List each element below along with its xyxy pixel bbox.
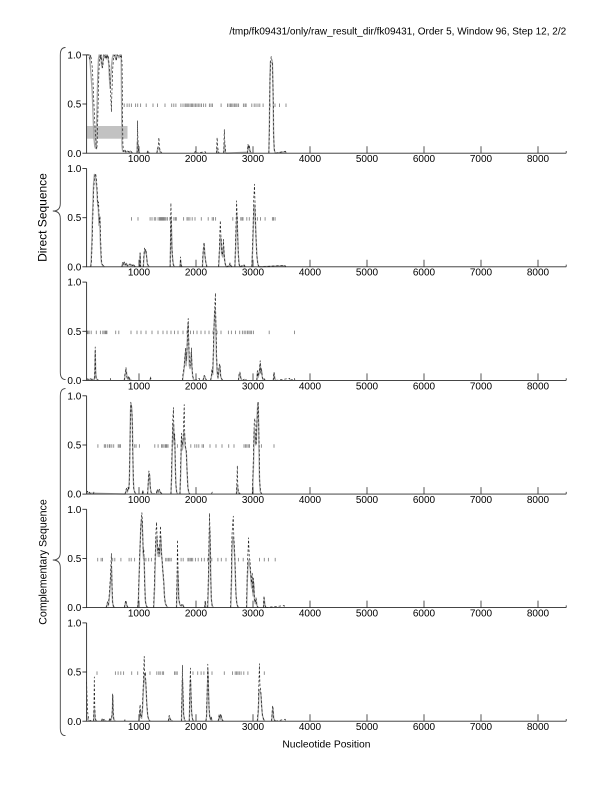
svg-text:0.5: 0.5 xyxy=(67,668,81,679)
svg-text:1.0: 1.0 xyxy=(67,278,81,289)
svg-text:1000: 1000 xyxy=(128,495,151,506)
svg-text:2000: 2000 xyxy=(185,495,208,506)
svg-text:0.5: 0.5 xyxy=(67,327,81,338)
svg-text:4000: 4000 xyxy=(299,268,322,279)
svg-text:1000: 1000 xyxy=(128,609,151,620)
svg-text:1000: 1000 xyxy=(128,268,151,279)
svg-text:Direct Sequence: Direct Sequence xyxy=(36,173,50,262)
svg-text:1.0: 1.0 xyxy=(67,505,81,516)
svg-text:6000: 6000 xyxy=(413,609,436,620)
svg-text:6000: 6000 xyxy=(413,722,436,733)
svg-text:2000: 2000 xyxy=(185,154,208,165)
svg-text:3000: 3000 xyxy=(242,495,265,506)
svg-text:2000: 2000 xyxy=(185,722,208,733)
svg-text:1000: 1000 xyxy=(128,154,151,165)
svg-text:1000: 1000 xyxy=(128,722,151,733)
svg-text:0.0: 0.0 xyxy=(67,376,81,387)
svg-text:1000: 1000 xyxy=(128,381,151,392)
svg-text:5000: 5000 xyxy=(356,381,379,392)
svg-text:0.0: 0.0 xyxy=(67,490,81,501)
svg-text:0.5: 0.5 xyxy=(67,554,81,565)
svg-text:7000: 7000 xyxy=(470,495,493,506)
svg-text:3000: 3000 xyxy=(242,722,265,733)
svg-text:3000: 3000 xyxy=(242,154,265,165)
svg-text:4000: 4000 xyxy=(299,381,322,392)
svg-text:1.0: 1.0 xyxy=(67,164,81,175)
svg-text:0.0: 0.0 xyxy=(67,262,81,273)
svg-text:0.0: 0.0 xyxy=(67,717,81,728)
svg-text:5000: 5000 xyxy=(356,609,379,620)
svg-text:Complementary Sequence: Complementary Sequence xyxy=(38,499,50,625)
svg-text:7000: 7000 xyxy=(470,268,493,279)
svg-text:3000: 3000 xyxy=(242,609,265,620)
svg-text:8000: 8000 xyxy=(527,268,550,279)
svg-text:8000: 8000 xyxy=(527,154,550,165)
svg-text:8000: 8000 xyxy=(527,495,550,506)
svg-text:6000: 6000 xyxy=(413,268,436,279)
svg-text:5000: 5000 xyxy=(356,154,379,165)
svg-text:0.5: 0.5 xyxy=(67,441,81,452)
svg-text:6000: 6000 xyxy=(413,154,436,165)
svg-text:4000: 4000 xyxy=(299,154,322,165)
svg-text:3000: 3000 xyxy=(242,268,265,279)
svg-text:Nucleotide Position: Nucleotide Position xyxy=(282,740,370,751)
svg-text:5000: 5000 xyxy=(356,722,379,733)
svg-text:1.0: 1.0 xyxy=(67,619,81,630)
svg-text:5000: 5000 xyxy=(356,495,379,506)
svg-text:2000: 2000 xyxy=(185,381,208,392)
svg-text:8000: 8000 xyxy=(527,381,550,392)
svg-text:4000: 4000 xyxy=(299,609,322,620)
svg-text:1.0: 1.0 xyxy=(67,51,81,62)
svg-text:0.0: 0.0 xyxy=(67,603,81,614)
svg-text:2000: 2000 xyxy=(185,609,208,620)
svg-text:7000: 7000 xyxy=(470,722,493,733)
svg-text:7000: 7000 xyxy=(470,609,493,620)
svg-text:7000: 7000 xyxy=(470,154,493,165)
svg-text:4000: 4000 xyxy=(299,722,322,733)
svg-text:6000: 6000 xyxy=(413,495,436,506)
svg-text:6000: 6000 xyxy=(413,381,436,392)
svg-text:0.5: 0.5 xyxy=(67,100,81,111)
svg-text:5000: 5000 xyxy=(356,268,379,279)
svg-text:0.0: 0.0 xyxy=(67,149,81,160)
svg-text:3000: 3000 xyxy=(242,381,265,392)
svg-text:7000: 7000 xyxy=(470,381,493,392)
svg-text:2000: 2000 xyxy=(185,268,208,279)
svg-text:8000: 8000 xyxy=(527,722,550,733)
svg-text:/tmp/fk09431/only/raw_result_d: /tmp/fk09431/only/raw_result_dir/fk09431… xyxy=(229,27,566,38)
svg-text:8000: 8000 xyxy=(527,609,550,620)
svg-text:1.0: 1.0 xyxy=(67,391,81,402)
svg-text:0.5: 0.5 xyxy=(67,213,81,224)
svg-text:4000: 4000 xyxy=(299,495,322,506)
